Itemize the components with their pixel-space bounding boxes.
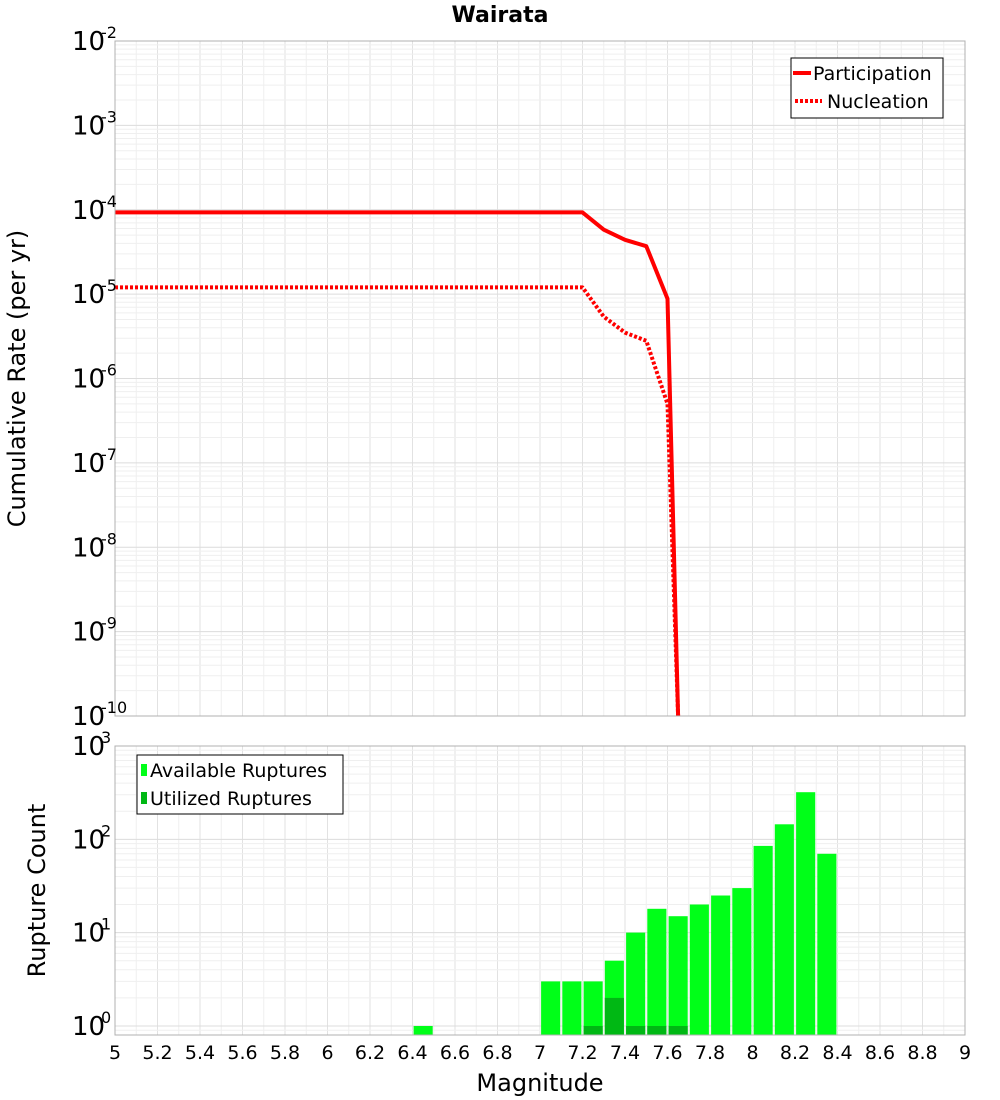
x-tick-label: 6.2: [355, 1042, 385, 1064]
x-tick-label: 6.6: [440, 1042, 470, 1064]
x-tick-label: 6.8: [482, 1042, 512, 1064]
utilized-legend-swatch: [141, 792, 147, 804]
available-ruptures-bar: [541, 981, 561, 1035]
top-plot-frame: [114, 40, 966, 717]
top-grid: [114, 41, 966, 717]
participation-legend-label: Participation: [813, 63, 932, 85]
top-y-tick-exponent: -5: [101, 276, 117, 295]
bottom-bars: [413, 792, 837, 1035]
top-legend-box: [790, 57, 944, 119]
x-tick-label: 6: [321, 1042, 333, 1064]
utilized-ruptures-bar: [626, 1026, 646, 1035]
nucleation-line: [115, 285, 681, 717]
top-y-tick-exponent: -9: [101, 614, 117, 633]
x-tick-label: 8.4: [822, 1042, 852, 1064]
top-y-tick-base: 10: [72, 533, 105, 563]
bottom-y-tick-exponent: 0: [101, 1008, 111, 1027]
available-ruptures-bar: [753, 845, 773, 1035]
top-y-tick-base: 10: [72, 365, 105, 395]
x-tick-label: 8.8: [907, 1042, 937, 1064]
bottom-y-tick-exponent: 2: [101, 821, 111, 840]
available-ruptures-bar: [711, 895, 731, 1035]
top-y-tick-exponent: -8: [101, 529, 117, 548]
bottom-x-tick-labels: 5 5.2 5.4 5.6 5.8 6 6.2 6.4 6.6 6.8 7 7.2 7.4 7.6 7.8 8…: [109, 1042, 971, 1064]
x-tick-label: 9: [959, 1042, 971, 1064]
x-axis-label: Magnitude: [476, 1069, 603, 1097]
available-ruptures-bar: [732, 888, 752, 1035]
x-tick-label: 5.8: [270, 1042, 300, 1064]
top-y-tick-exponent: -3: [101, 107, 117, 126]
top-y-tick-base: 10: [72, 27, 105, 57]
available-ruptures-bar: [668, 916, 688, 1035]
top-y-tick-base: 10: [72, 449, 105, 479]
bottom-y-tick-base: 10: [72, 825, 105, 855]
bottom-y-axis-label: Rupture Count: [23, 804, 51, 978]
top-y-tick-base: 10: [72, 618, 105, 648]
utilized-ruptures-bar: [604, 997, 624, 1035]
available-ruptures-bar: [647, 908, 667, 1035]
utilized-legend-label: Utilized Ruptures: [150, 788, 312, 810]
available-ruptures-bar: [626, 932, 646, 1035]
top-y-tick-exponent: -6: [101, 361, 117, 380]
x-tick-label: 7: [534, 1042, 546, 1064]
bottom-y-tick-base: 10: [72, 919, 105, 949]
top-y-tick-exponent: -7: [101, 445, 117, 464]
bottom-y-tick-base: 10: [72, 732, 105, 762]
available-ruptures-bar: [413, 1026, 433, 1035]
x-tick-label: 7.2: [567, 1042, 597, 1064]
x-tick-label: 5.2: [142, 1042, 172, 1064]
chart-title: Wairata: [452, 3, 549, 28]
available-ruptures-bar: [817, 853, 837, 1035]
x-tick-label: 8.2: [780, 1042, 810, 1064]
x-tick-label: 7.4: [610, 1042, 640, 1064]
bottom-plot-frame: [114, 745, 966, 1036]
participation-line: [115, 210, 681, 717]
top-y-tick-base: 10: [72, 111, 105, 141]
bottom-legend-box: [136, 754, 344, 815]
bottom-y-tick-exponent: 1: [101, 915, 111, 934]
bottom-y-tick-exponent: 3: [101, 728, 111, 747]
x-tick-label: 8.6: [865, 1042, 895, 1064]
utilized-ruptures-bar: [647, 1026, 667, 1035]
top-y-tick-exponent: -2: [101, 23, 117, 42]
bottom-legend: Available Ruptures Utilized Ruptures: [136, 754, 344, 815]
available-legend-label: Available Ruptures: [150, 760, 327, 782]
x-tick-label: 5.4: [185, 1042, 215, 1064]
utilized-ruptures-bar: [583, 1026, 603, 1035]
top-y-tick-base: 10: [72, 702, 105, 732]
top-y-tick-exponent: -10: [101, 698, 127, 717]
top-y-tick-exponent: -4: [101, 192, 117, 211]
available-ruptures-bar: [689, 904, 709, 1035]
top-y-tick-base: 10: [72, 280, 105, 310]
available-legend-swatch: [141, 764, 147, 776]
bottom-y-tick-base: 10: [72, 1012, 105, 1042]
available-ruptures-bar: [796, 792, 816, 1035]
x-tick-label: 7.8: [695, 1042, 725, 1064]
x-tick-label: 5.6: [227, 1042, 257, 1064]
x-tick-label: 6.4: [397, 1042, 427, 1064]
available-ruptures-bar: [562, 981, 582, 1035]
x-tick-label: 5: [109, 1042, 121, 1064]
top-y-axis-label: Cumulative Rate (per yr): [3, 230, 31, 528]
top-legend: Participation Nucleation: [790, 57, 944, 119]
utilized-ruptures-bar: [668, 1026, 688, 1035]
available-ruptures-bar: [583, 981, 603, 1035]
top-series-lines: [115, 210, 681, 717]
nucleation-legend-label: Nucleation: [827, 91, 929, 113]
x-tick-label: 8: [746, 1042, 758, 1064]
top-y-tick-base: 10: [72, 196, 105, 226]
x-tick-label: 7.6: [652, 1042, 682, 1064]
available-ruptures-bar: [774, 824, 794, 1035]
